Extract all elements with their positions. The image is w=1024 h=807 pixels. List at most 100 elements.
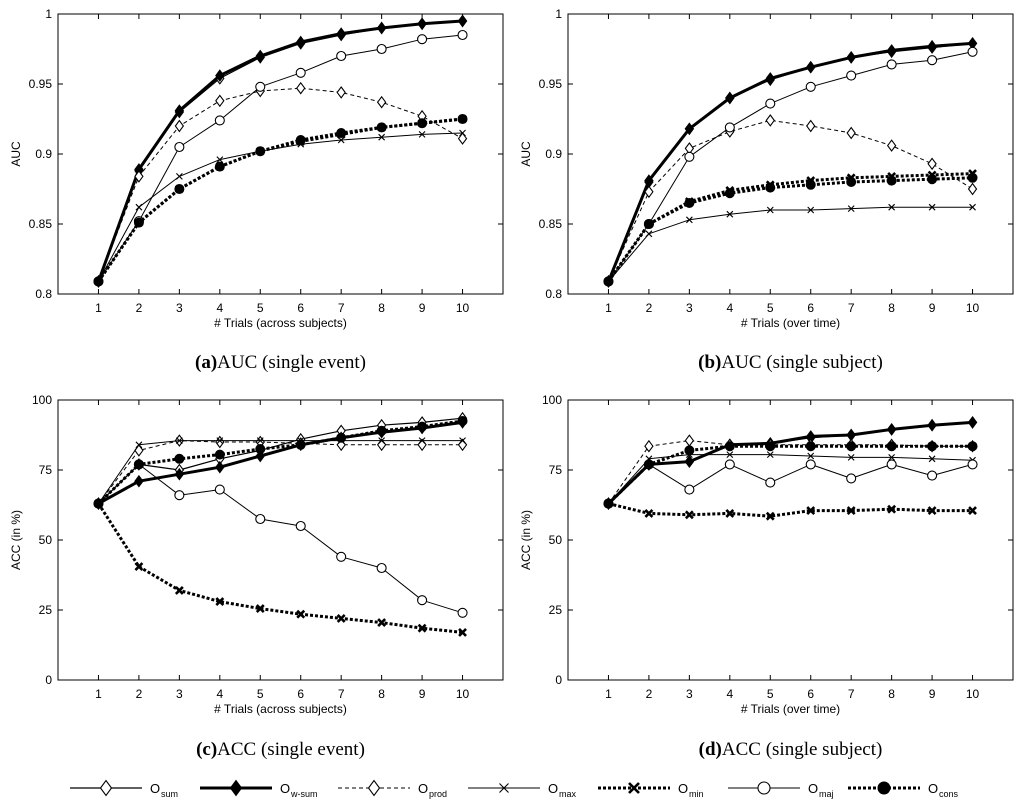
point-max — [378, 437, 386, 444]
point-maj — [295, 67, 306, 78]
point-maj — [846, 70, 857, 81]
y-tick-label: 0 — [45, 673, 52, 687]
point-max — [888, 203, 896, 211]
x-tick-label: 9 — [929, 301, 936, 315]
series-maj — [93, 459, 468, 618]
point-wsum — [725, 91, 735, 105]
series-line-wsum — [607, 41, 973, 282]
panel-caption: (d)ACC (single subject) — [699, 739, 883, 760]
point-min — [458, 627, 467, 637]
x-tick-label: 10 — [966, 301, 980, 315]
point-cons — [603, 498, 614, 509]
plot-frame — [57, 399, 504, 681]
legend-marker-min — [628, 782, 640, 794]
y-axis-label: ACC (in %) — [519, 510, 533, 570]
point-cons — [643, 459, 654, 470]
series-sum — [603, 37, 978, 288]
x-tick-label: 3 — [686, 687, 693, 701]
point-maj — [927, 470, 938, 481]
point-max — [256, 437, 264, 444]
point-maj — [724, 122, 735, 133]
point-max — [459, 437, 466, 444]
point-min — [296, 609, 306, 619]
point-wsum — [296, 35, 306, 49]
point-prod — [134, 444, 144, 457]
caption-text: ACC (single subject) — [722, 739, 882, 760]
panel-caption: (a)AUC (single event) — [195, 352, 366, 373]
legend-label: prod — [429, 789, 447, 799]
y-axis-label: AUC — [9, 141, 23, 167]
point-wsum — [967, 416, 978, 429]
point-max — [928, 455, 936, 463]
point-prod — [457, 132, 468, 145]
point-maj — [336, 551, 347, 562]
point-wsum — [174, 467, 185, 481]
point-cons — [214, 161, 225, 172]
legend-label: max — [559, 789, 577, 799]
legend-symbol: O — [928, 781, 938, 796]
point-max — [216, 156, 224, 163]
point-max — [418, 131, 426, 138]
x-tick-label: 6 — [807, 687, 814, 701]
point-prod — [967, 182, 978, 196]
x-tick-label: 6 — [807, 301, 814, 315]
series-line-maj — [98, 34, 463, 282]
point-min — [174, 585, 184, 595]
point-maj — [684, 484, 695, 495]
point-min — [644, 508, 654, 518]
point-maj — [967, 46, 978, 57]
point-prod — [886, 139, 897, 152]
point-maj — [214, 115, 225, 126]
point-cons — [255, 146, 266, 157]
series-line-cons — [97, 419, 463, 505]
point-wsum — [684, 122, 695, 136]
point-cons — [457, 416, 468, 426]
series-wsum — [603, 37, 978, 288]
series-prod — [93, 81, 468, 288]
legend-symbol: O — [808, 781, 818, 796]
plot-frame — [567, 13, 1014, 295]
x-tick-label: 4 — [726, 301, 733, 315]
x-tick-label: 9 — [419, 687, 426, 701]
point-max — [645, 230, 653, 238]
point-cons — [336, 432, 347, 443]
point-cons — [174, 453, 185, 464]
point-prod — [644, 439, 654, 453]
panel-caption: (b)AUC (single subject) — [698, 352, 883, 373]
point-maj — [684, 151, 695, 162]
x-tick-label: 10 — [456, 301, 470, 315]
panel-caption: (c)ACC (single event) — [196, 739, 365, 760]
point-wsum — [886, 423, 897, 436]
point-max — [969, 203, 976, 211]
point-cons — [643, 219, 654, 229]
point-max — [135, 441, 143, 449]
legend-label: min — [689, 789, 704, 799]
x-tick-label: 4 — [726, 687, 733, 701]
y-tick-label: 0.8 — [545, 287, 562, 301]
legend-marker-max — [499, 783, 509, 793]
x-tick-label: 7 — [338, 687, 345, 701]
y-tick-label: 50 — [39, 533, 53, 547]
point-wsum — [255, 49, 265, 63]
point-cons — [457, 114, 468, 124]
y-tick-label: 1 — [555, 7, 562, 21]
point-min — [336, 613, 346, 623]
x-tick-label: 4 — [216, 687, 223, 701]
point-min — [887, 504, 897, 514]
series-prod — [93, 434, 468, 510]
point-cons — [255, 444, 266, 454]
point-wsum — [376, 21, 387, 35]
series-line-sum — [98, 417, 463, 505]
series-wsum — [603, 416, 978, 510]
series-maj — [603, 459, 978, 509]
point-maj — [805, 459, 816, 470]
caption-letter: (c) — [196, 739, 217, 760]
point-cons — [417, 118, 428, 129]
point-cons — [805, 179, 816, 190]
x-tick-label: 1 — [605, 687, 612, 701]
point-prod — [215, 94, 225, 108]
y-tick-label: 0.8 — [35, 287, 52, 301]
